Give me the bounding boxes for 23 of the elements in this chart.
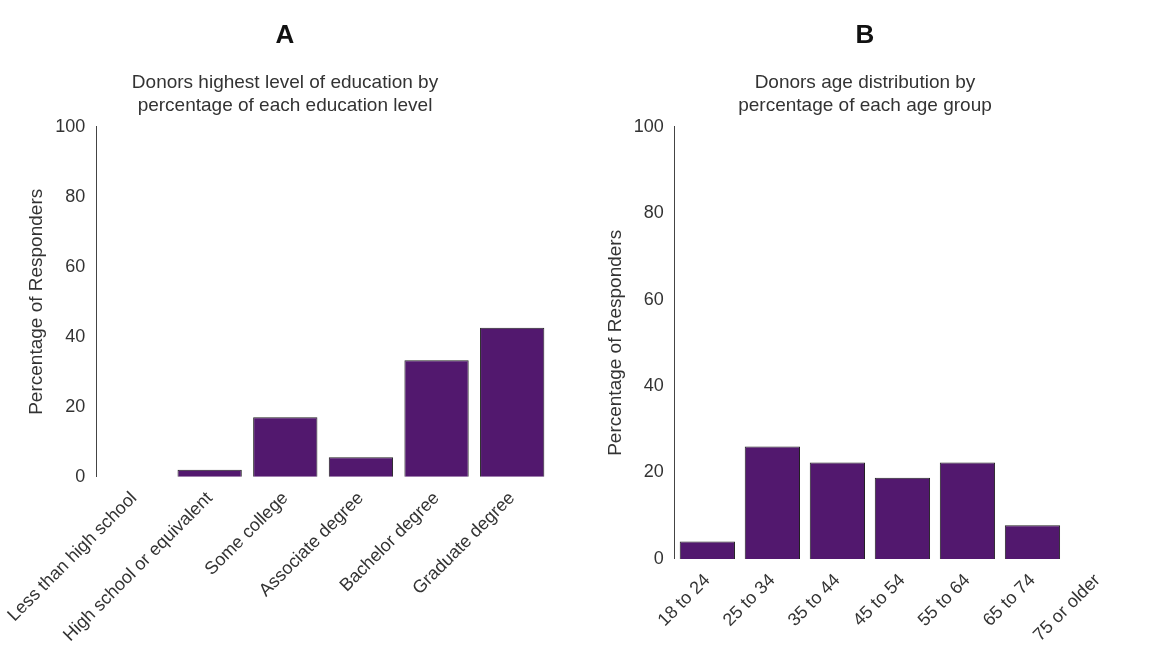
y-tick-label: 0 bbox=[653, 547, 664, 568]
y-tick-label: 40 bbox=[65, 325, 86, 346]
y-tick-label: 40 bbox=[643, 375, 664, 396]
chart-subtitle: Donors highest level of education by percentage of each education level bbox=[131, 70, 439, 115]
x-tick-label: 35 to 44 bbox=[783, 569, 844, 630]
y-axis-title: Percentage of Responders bbox=[25, 188, 47, 415]
y-tick-label: 0 bbox=[75, 465, 86, 486]
chart-subtitle: Donors age distribution by percentage of each age group bbox=[738, 70, 992, 115]
y-tick-label: 100 bbox=[55, 115, 86, 136]
y-tick-label: 100 bbox=[633, 115, 664, 136]
x-tick-label: 18 to 24 bbox=[653, 569, 714, 630]
y-tick-label: 60 bbox=[643, 288, 664, 309]
x-tick-label: 55 to 64 bbox=[913, 569, 974, 630]
chart-title: B bbox=[855, 18, 875, 49]
y-tick-label: 80 bbox=[643, 202, 664, 223]
y-tick-label: 80 bbox=[65, 185, 86, 206]
x-tick-label: 45 to 54 bbox=[848, 569, 909, 630]
chart-title: A bbox=[275, 18, 295, 49]
y-tick-label: 20 bbox=[643, 461, 664, 482]
x-tick-label: 25 to 34 bbox=[718, 569, 779, 630]
y-tick-label: 20 bbox=[65, 395, 86, 416]
y-tick-label: 60 bbox=[65, 255, 86, 276]
y-axis-title: Percentage of Responders bbox=[603, 229, 625, 456]
